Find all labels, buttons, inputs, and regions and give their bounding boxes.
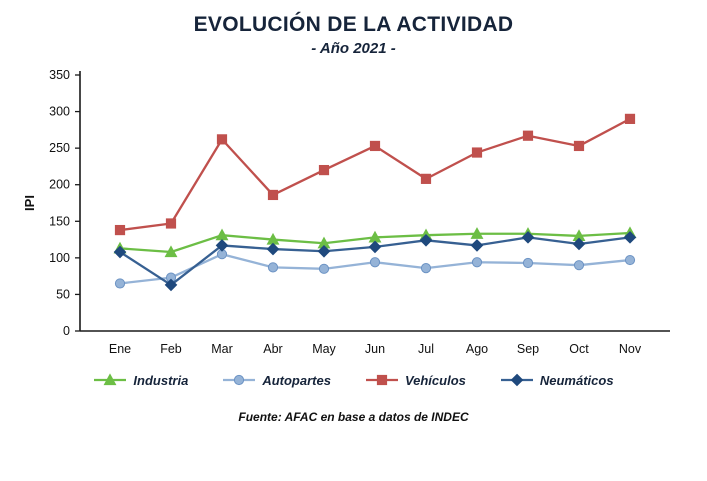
- svg-text:Abr: Abr: [263, 342, 282, 356]
- legend-label: Industria: [133, 372, 189, 388]
- svg-text:May: May: [312, 342, 336, 356]
- page-title: EVOLUCIÓN DE LA ACTIVIDAD: [193, 13, 514, 36]
- legend-item-autopartes: Autopartes: [222, 372, 331, 388]
- svg-text:0: 0: [63, 324, 70, 338]
- svg-text:150: 150: [49, 214, 70, 228]
- chart-legend: Industria Autopartes Vehículos Neumáticos: [0, 372, 707, 388]
- svg-text:Oct: Oct: [569, 342, 589, 356]
- svg-text:250: 250: [49, 141, 70, 155]
- legend-item-neumaticos: Neumáticos: [500, 372, 614, 388]
- svg-text:300: 300: [49, 105, 70, 119]
- source-caption: Fuente: AFAC en base a datos de INDEC: [238, 410, 469, 424]
- diamond-marker-icon: [500, 373, 533, 387]
- legend-item-vehiculos: Vehículos: [365, 372, 466, 388]
- chart-area: 0 50 100 150 200 250 300 350 Ene Feb Mar Abr May Jun J…: [18, 63, 690, 370]
- svg-text:Jul: Jul: [418, 342, 434, 356]
- svg-text:Ago: Ago: [465, 342, 487, 356]
- square-marker-icon: [365, 374, 398, 386]
- legend-label: Neumáticos: [539, 372, 614, 388]
- svg-text:100: 100: [49, 251, 70, 265]
- svg-text:200: 200: [49, 178, 70, 192]
- svg-text:IPI: IPI: [22, 195, 37, 211]
- svg-text:50: 50: [56, 287, 70, 301]
- svg-text:Jun: Jun: [364, 342, 384, 356]
- page-subtitle: - Año 2021 -: [311, 40, 396, 57]
- legend-item-industria: Industria: [93, 372, 188, 388]
- triangle-marker-icon: [94, 373, 127, 386]
- svg-text:Mar: Mar: [211, 342, 233, 356]
- circle-marker-icon: [223, 374, 256, 386]
- svg-text:Feb: Feb: [160, 342, 182, 356]
- activity-chart-svg: 0 50 100 150 200 250 300 350 Ene Feb Mar Abr May Jun J…: [22, 68, 670, 356]
- svg-text:350: 350: [49, 68, 70, 82]
- svg-text:Ene: Ene: [108, 342, 130, 356]
- svg-text:Sep: Sep: [516, 342, 538, 356]
- svg-text:Nov: Nov: [618, 342, 641, 356]
- legend-label: Autopartes: [262, 372, 331, 388]
- legend-label: Vehículos: [404, 372, 466, 388]
